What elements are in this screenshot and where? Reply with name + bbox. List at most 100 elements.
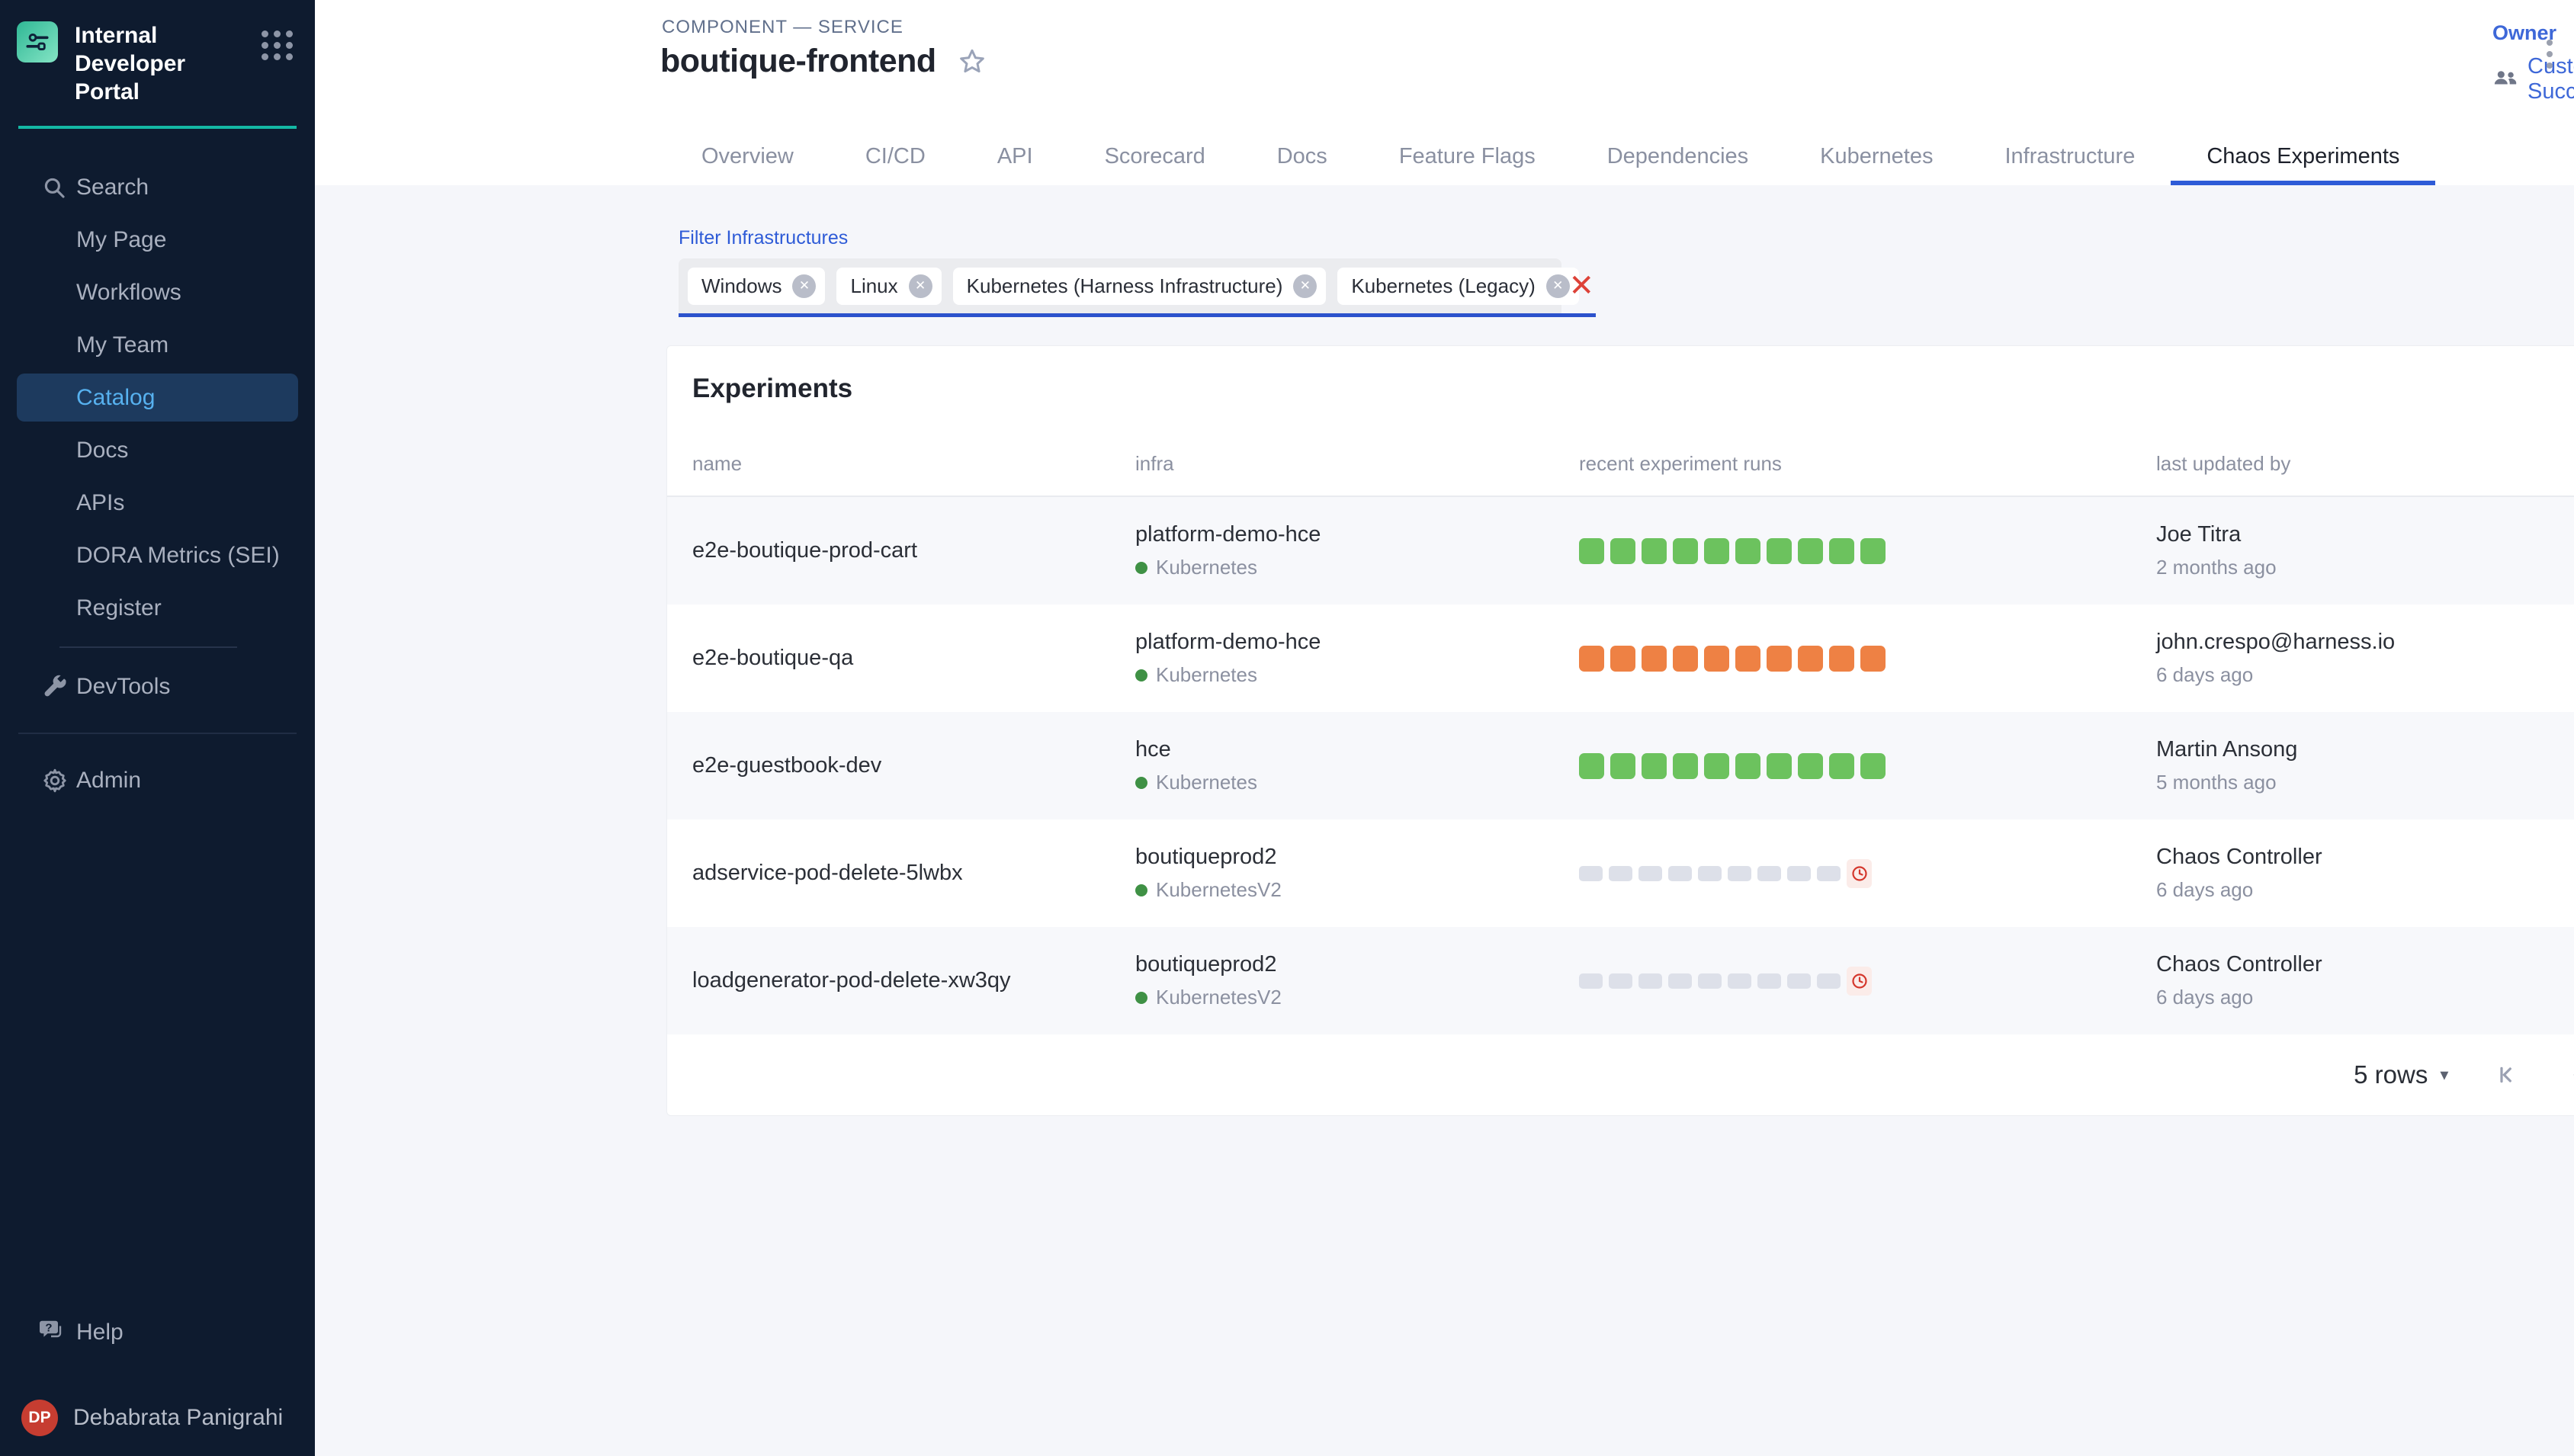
run-status-square-failed[interactable]: [1610, 646, 1635, 672]
tab-feature-flags[interactable]: Feature Flags: [1363, 130, 1571, 185]
run-status-square-passed[interactable]: [1829, 753, 1854, 779]
sidebar-item-dora-metrics-sei-[interactable]: DORA Metrics (SEI): [0, 529, 315, 582]
tab-overview[interactable]: Overview: [666, 130, 830, 185]
search-icon: [41, 175, 67, 200]
run-status-square-pending[interactable]: [1698, 973, 1722, 989]
run-status-square-passed[interactable]: [1735, 538, 1760, 564]
run-status-square-passed[interactable]: [1704, 753, 1729, 779]
sidebar-item-search[interactable]: Search: [0, 161, 315, 213]
run-status-square-pending[interactable]: [1609, 866, 1632, 881]
sidebar-item-admin[interactable]: Admin: [0, 754, 315, 807]
run-status-square-passed[interactable]: [1579, 753, 1604, 779]
first-page-icon[interactable]: [2495, 1063, 2520, 1087]
run-status-square-passed[interactable]: [1610, 538, 1635, 564]
run-status-square-failed[interactable]: [1579, 646, 1604, 672]
run-status-square-failed[interactable]: [1767, 646, 1792, 672]
run-status-square-pending[interactable]: [1698, 866, 1722, 881]
run-status-square-passed[interactable]: [1642, 753, 1667, 779]
sidebar-item-my-page[interactable]: My Page: [0, 213, 315, 266]
run-status-square-pending[interactable]: [1579, 973, 1603, 989]
run-status-square-pending[interactable]: [1787, 973, 1811, 989]
run-status-square-pending[interactable]: [1668, 866, 1692, 881]
chip-remove-icon[interactable]: ✕: [1546, 274, 1570, 298]
apps-grid-icon[interactable]: [262, 30, 294, 60]
run-status-square-passed[interactable]: [1798, 753, 1823, 779]
run-status-square-passed[interactable]: [1610, 753, 1635, 779]
user-menu[interactable]: DP Debabrata Panigrahi: [0, 1393, 315, 1442]
experiment-name: loadgenerator-pod-delete-xw3qy: [667, 968, 1135, 993]
tab-kubernetes[interactable]: Kubernetes: [1784, 130, 1969, 185]
run-status-square-passed[interactable]: [1579, 538, 1604, 564]
run-status-square-failed[interactable]: [1642, 646, 1667, 672]
tab-ci-cd[interactable]: CI/CD: [830, 130, 961, 185]
run-status-square-failed[interactable]: [1860, 646, 1886, 672]
run-status-square-pending[interactable]: [1757, 866, 1781, 881]
tab-dependencies[interactable]: Dependencies: [1571, 130, 1784, 185]
tab-api[interactable]: API: [961, 130, 1069, 185]
tab-chaos-experiments[interactable]: Chaos Experiments: [2171, 130, 2435, 185]
sidebar-item-label: Register: [76, 595, 162, 621]
run-status-square-failed[interactable]: [1829, 646, 1854, 672]
help-button[interactable]: ? Help: [0, 1308, 315, 1357]
scheduled-run-clock-icon[interactable]: [1847, 859, 1872, 888]
table-row[interactable]: loadgenerator-pod-delete-xw3qy boutiquep…: [667, 927, 2574, 1034]
run-status-square-passed[interactable]: [1860, 753, 1886, 779]
rows-per-page-select[interactable]: 5 rows ▾: [2354, 1060, 2448, 1089]
table-row[interactable]: e2e-boutique-qa platform-demo-hce Kubern…: [667, 605, 2574, 712]
sidebar-item-label: DevTools: [76, 674, 170, 700]
previous-page-icon[interactable]: [2567, 1063, 2574, 1087]
run-status-square-pending[interactable]: [1757, 973, 1781, 989]
sidebar: Internal Developer Portal SearchMy PageW…: [0, 0, 315, 1456]
run-status-square-pending[interactable]: [1609, 973, 1632, 989]
run-status-square-pending[interactable]: [1728, 866, 1751, 881]
sidebar-item-docs[interactable]: Docs: [0, 424, 315, 476]
run-status-square-passed[interactable]: [1798, 538, 1823, 564]
run-status-square-failed[interactable]: [1673, 646, 1698, 672]
table-row[interactable]: e2e-boutique-prod-cart platform-demo-hce…: [667, 497, 2574, 605]
table-row[interactable]: e2e-guestbook-dev hce Kubernetes Martin …: [667, 712, 2574, 819]
filter-infrastructures-label[interactable]: Filter Infrastructures: [679, 227, 848, 249]
sidebar-item-workflows[interactable]: Workflows: [0, 266, 315, 319]
run-status-square-passed[interactable]: [1642, 538, 1667, 564]
run-status-square-pending[interactable]: [1728, 973, 1751, 989]
run-status-square-pending[interactable]: [1579, 866, 1603, 881]
infra-status-dot: [1135, 992, 1147, 1004]
run-status-square-failed[interactable]: [1735, 646, 1760, 672]
table-row[interactable]: adservice-pod-delete-5lwbx boutiqueprod2…: [667, 819, 2574, 927]
run-status-square-passed[interactable]: [1829, 538, 1854, 564]
run-status-square-passed[interactable]: [1767, 753, 1792, 779]
sidebar-item-apis[interactable]: APIs: [0, 476, 315, 529]
run-status-square-passed[interactable]: [1767, 538, 1792, 564]
filter-chip: Kubernetes (Harness Infrastructure)✕: [953, 268, 1327, 305]
run-status-square-pending[interactable]: [1638, 973, 1662, 989]
run-status-square-passed[interactable]: [1673, 538, 1698, 564]
chip-remove-icon[interactable]: ✕: [792, 274, 816, 298]
run-status-square-passed[interactable]: [1673, 753, 1698, 779]
chip-remove-icon[interactable]: ✕: [1293, 274, 1317, 298]
sidebar-item-register[interactable]: Register: [0, 582, 315, 634]
run-status-square-pending[interactable]: [1817, 866, 1841, 881]
more-options-icon[interactable]: [2540, 34, 2559, 75]
chip-remove-icon[interactable]: ✕: [909, 274, 932, 298]
tab-scorecard[interactable]: Scorecard: [1069, 130, 1241, 185]
sidebar-item-catalog[interactable]: Catalog: [17, 374, 298, 422]
run-status-square-pending[interactable]: [1787, 866, 1811, 881]
updated-at: 6 days ago: [2156, 663, 2574, 687]
run-status-square-pending[interactable]: [1638, 866, 1662, 881]
tab-infrastructure[interactable]: Infrastructure: [1969, 130, 2171, 185]
run-status-square-pending[interactable]: [1817, 973, 1841, 989]
run-status-square-passed[interactable]: [1704, 538, 1729, 564]
clear-filters-icon[interactable]: ✕: [1568, 271, 1594, 301]
run-status-square-failed[interactable]: [1704, 646, 1729, 672]
sidebar-item-my-team[interactable]: My Team: [0, 319, 315, 371]
tab-docs[interactable]: Docs: [1241, 130, 1363, 185]
run-status-square-pending[interactable]: [1668, 973, 1692, 989]
run-status-square-failed[interactable]: [1798, 646, 1823, 672]
favorite-star-icon[interactable]: [956, 46, 988, 78]
infrastructure-filter-input[interactable]: Windows✕Linux✕Kubernetes (Harness Infras…: [679, 258, 1596, 317]
filter-chips-box[interactable]: Windows✕Linux✕Kubernetes (Harness Infras…: [679, 258, 1561, 313]
sidebar-item-devtools[interactable]: DevTools: [0, 660, 315, 713]
run-status-square-passed[interactable]: [1735, 753, 1760, 779]
run-status-square-passed[interactable]: [1860, 538, 1886, 564]
scheduled-run-clock-icon[interactable]: [1847, 967, 1872, 996]
